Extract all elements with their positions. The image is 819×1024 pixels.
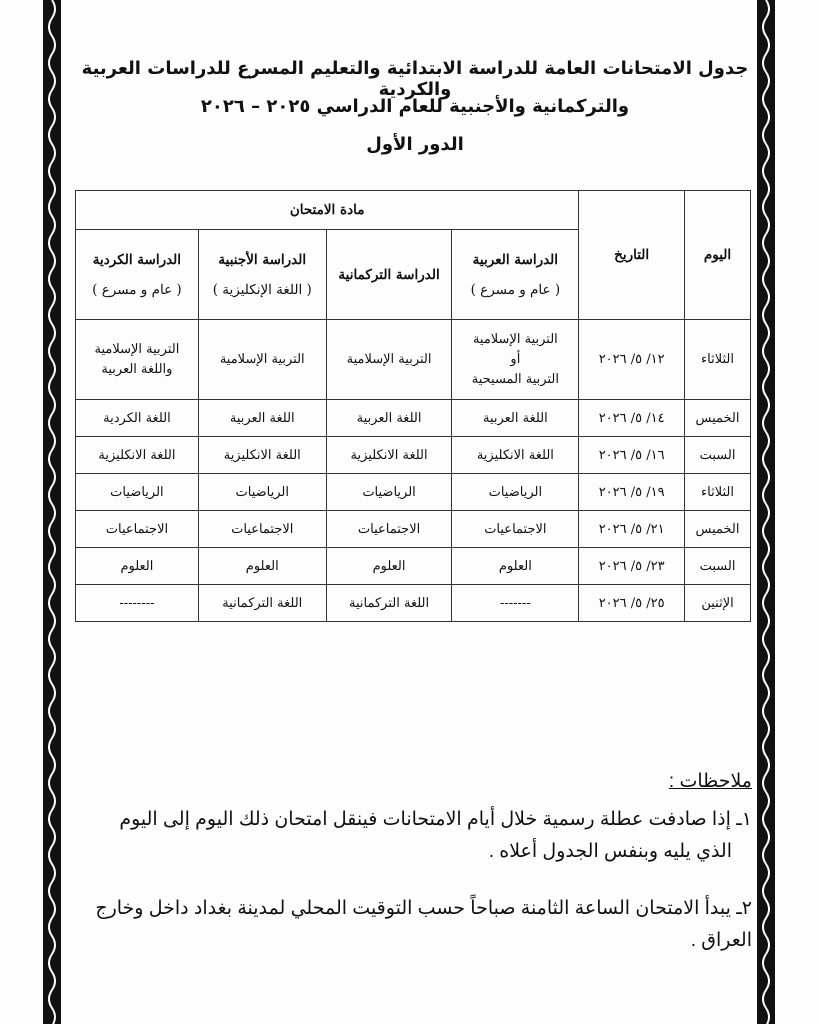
document-title-line-2: والتركمانية والأجنبية للعام الدراسي ٢٠٢٥… — [200, 96, 630, 117]
cell-turkmen: العلوم — [325, 547, 453, 585]
cell-day: السبت — [684, 547, 751, 585]
cell-turkmen: التربية الإسلامية — [325, 319, 453, 400]
cell-kurdish: التربية الإسلامية واللغة العربية — [75, 319, 199, 400]
cell-foreign: الرياضيات — [197, 473, 327, 511]
cell-day: الإثنين — [684, 584, 751, 622]
exam-schedule-table: اليوم التاريخ مادة الامتحان الدراسة العر… — [74, 190, 751, 622]
wavy-line — [762, 0, 770, 1024]
header-date: التاريخ — [578, 190, 686, 320]
wavy-line — [48, 0, 56, 1024]
cell-arabic: الرياضيات — [451, 473, 580, 511]
cell-foreign: اللغة التركمانية — [197, 584, 327, 622]
cell-date: ١٩/ ٥/ ٢٠٢٦ — [578, 473, 686, 511]
cell-arabic: التربية الإسلامية أو التربية المسيحية — [451, 319, 580, 400]
cell-day: الخميس — [684, 399, 751, 437]
cell-date: ٢١/ ٥/ ٢٠٢٦ — [578, 510, 686, 548]
header-foreign-stream: الدراسة الأجنبية( اللغة الإنكليزية ) — [197, 229, 327, 320]
note-item-2: ٢ـ يبدأ الامتحان الساعة الثامنة صباحاً ح… — [95, 898, 752, 951]
table-row: الثلاثاء ١٢/ ٥/ ٢٠٢٦ التربية الإسلامية أو… — [75, 319, 751, 400]
cell-kurdish: اللغة الانكليزية — [75, 436, 199, 474]
cell-kurdish: اللغة الكردية — [75, 399, 199, 437]
cell-arabic: الاجتماعيات — [451, 510, 580, 548]
cell-foreign: التربية الإسلامية — [197, 319, 327, 400]
note-item-1: ١ـ إذا صادفت عطلة رسمية خلال أيام الامتح… — [119, 809, 752, 862]
cell-foreign: اللغة الانكليزية — [197, 436, 327, 474]
cell-day: السبت — [684, 436, 751, 474]
table-row: الخميس ١٤/ ٥/ ٢٠٢٦ اللغة العربية اللغة ا… — [75, 399, 751, 437]
table-row: الإثنين ٢٥/ ٥/ ٢٠٢٦ ------- اللغة التركم… — [75, 584, 751, 622]
cell-date: ١٦/ ٥/ ٢٠٢٦ — [578, 436, 686, 474]
cell-foreign: اللغة العربية — [197, 399, 327, 437]
table-header-row: اليوم التاريخ مادة الامتحان — [74, 190, 751, 320]
decorative-wavy-border-right — [757, 0, 775, 1024]
header-arabic-stream: الدراسة العربية( عام و مسرع ) — [451, 229, 580, 320]
table-row: السبت ١٦/ ٥/ ٢٠٢٦ اللغة الانكليزية اللغة… — [75, 436, 751, 474]
cell-day: الثلاثاء — [684, 473, 751, 511]
cell-turkmen: اللغة التركمانية — [325, 584, 453, 622]
cell-turkmen: اللغة الانكليزية — [325, 436, 453, 474]
cell-arabic: اللغة الانكليزية — [451, 436, 580, 474]
table-row: السبت ٢٣/ ٥/ ٢٠٢٦ العلوم العلوم العلوم ا… — [75, 547, 751, 585]
cell-date: ١٤/ ٥/ ٢٠٢٦ — [578, 399, 686, 437]
cell-kurdish: العلوم — [75, 547, 199, 585]
cell-turkmen: الرياضيات — [325, 473, 453, 511]
decorative-wavy-border-left — [43, 0, 61, 1024]
cell-date: ٢٥/ ٥/ ٢٠٢٦ — [578, 584, 686, 622]
cell-kurdish: الاجتماعيات — [75, 510, 199, 548]
table-row: الثلاثاء ١٩/ ٥/ ٢٠٢٦ الرياضيات الرياضيات… — [75, 473, 751, 511]
cell-arabic: ------- — [451, 584, 580, 622]
header-kurdish-stream: الدراسة الكردية( عام و مسرع ) — [75, 229, 199, 320]
cell-arabic: اللغة العربية — [451, 399, 580, 437]
cell-day: الثلاثاء — [684, 319, 751, 400]
cell-day: الخميس — [684, 510, 751, 548]
cell-foreign: الاجتماعيات — [197, 510, 327, 548]
header-day: اليوم — [684, 190, 751, 320]
cell-turkmen: اللغة العربية — [325, 399, 453, 437]
cell-date: ٢٣/ ٥/ ٢٠٢٦ — [578, 547, 686, 585]
header-exam-subject: مادة الامتحان — [74, 190, 580, 230]
exam-round-title: الدور الأول — [366, 134, 464, 155]
notes-heading: ملاحظات : — [668, 771, 752, 792]
header-turkmen-stream: الدراسة التركمانية — [325, 229, 453, 320]
cell-date: ١٢/ ٥/ ٢٠٢٦ — [578, 319, 686, 400]
cell-arabic: العلوم — [451, 547, 580, 585]
document-title-line-1: جدول الامتحانات العامة للدراسة الابتدائي… — [81, 58, 749, 100]
cell-turkmen: الاجتماعيات — [325, 510, 453, 548]
cell-kurdish: الرياضيات — [75, 473, 199, 511]
cell-kurdish: -------- — [75, 584, 199, 622]
table-row: الخميس ٢١/ ٥/ ٢٠٢٦ الاجتماعيات الاجتماعي… — [75, 510, 751, 548]
cell-foreign: العلوم — [197, 547, 327, 585]
table-subheader-row: الدراسة العربية( عام و مسرع ) الدراسة ال… — [75, 229, 751, 320]
